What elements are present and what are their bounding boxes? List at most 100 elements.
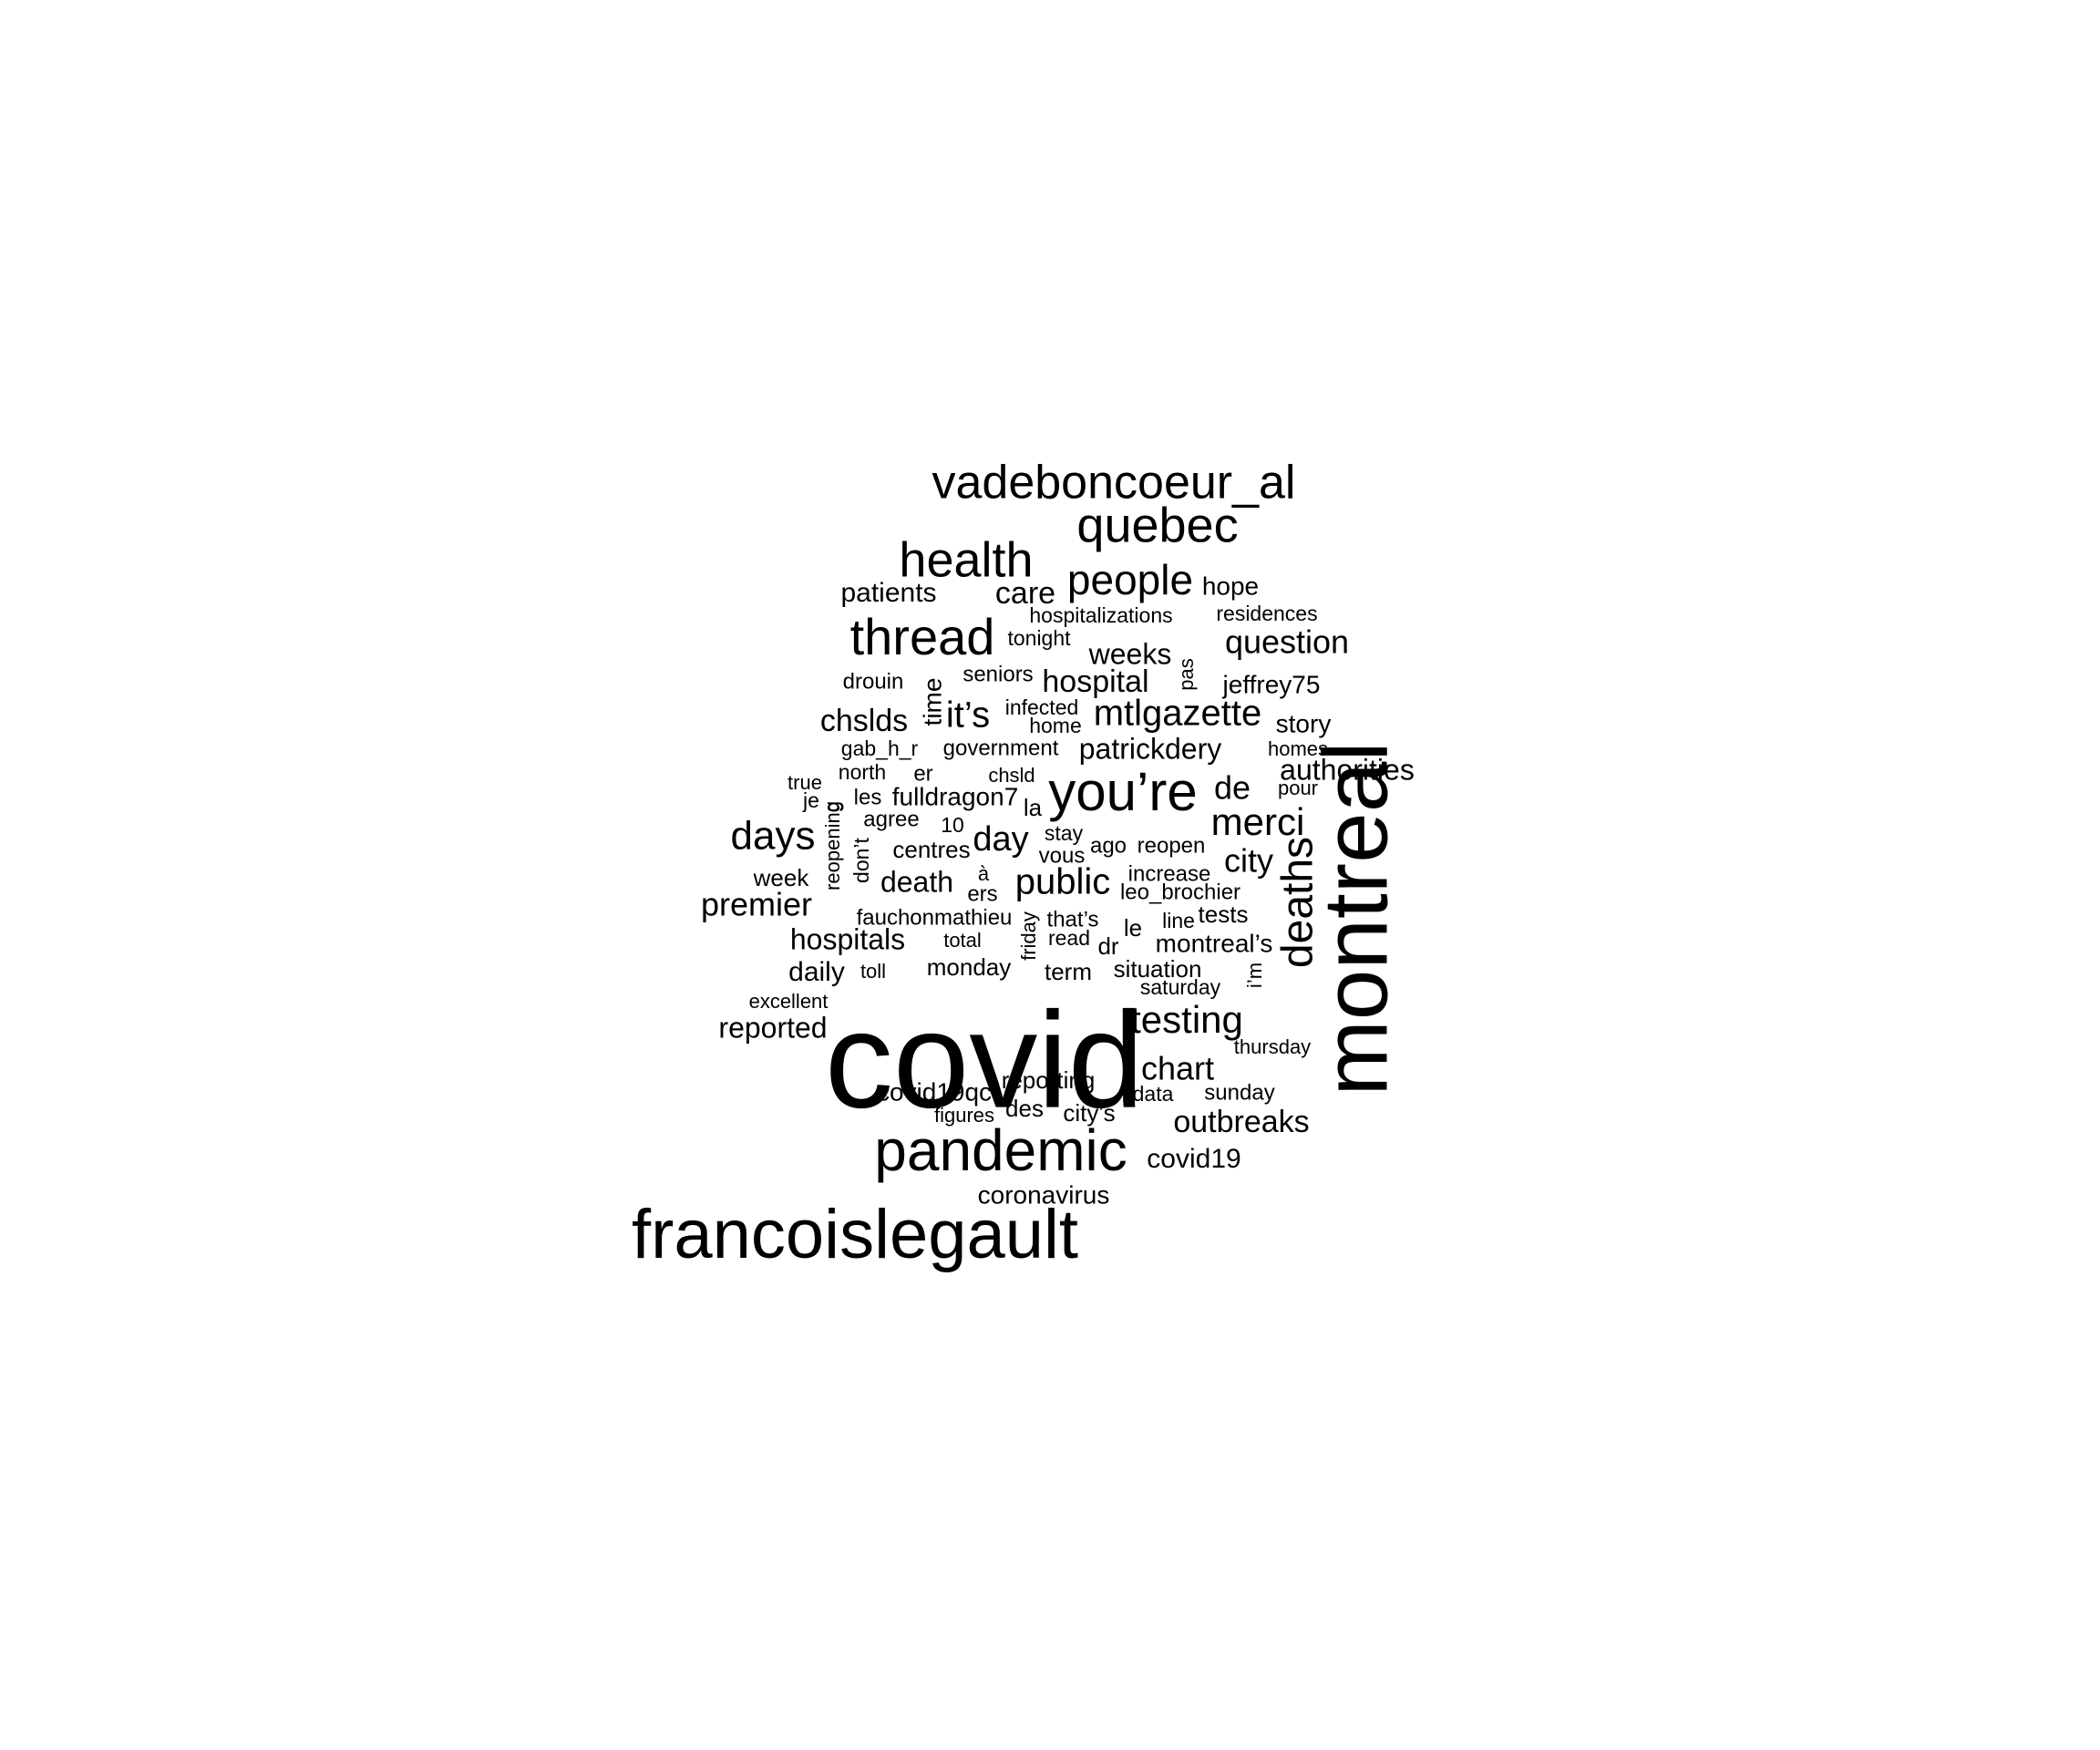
- cloud-word-52: des: [1005, 1095, 1044, 1122]
- cloud-word-97: friday: [1017, 911, 1040, 961]
- cloud-word-17: day: [973, 820, 1028, 859]
- cloud-word-1: montreal: [1304, 741, 1406, 1096]
- cloud-word-41: story: [1276, 709, 1332, 737]
- cloud-word-44: term: [1045, 958, 1092, 985]
- cloud-word-18: question: [1225, 623, 1349, 661]
- cloud-word-37: jeffrey75: [1222, 670, 1321, 698]
- cloud-word-79: residences: [1216, 602, 1317, 625]
- cloud-word-63: les: [854, 785, 882, 809]
- cloud-word-12: merci: [1211, 800, 1305, 843]
- cloud-word-59: leo_brochier: [1120, 880, 1240, 904]
- cloud-word-76: north: [839, 760, 886, 784]
- cloud-word-77: home: [1029, 714, 1082, 737]
- cloud-word-84: 10: [941, 813, 964, 837]
- cloud-word-88: true: [788, 771, 822, 794]
- cloud-word-47: le: [1124, 914, 1142, 942]
- cloud-word-43: time: [918, 678, 946, 726]
- cloud-word-46: dr: [1097, 932, 1118, 960]
- cloud-word-4: you’re: [1048, 761, 1197, 822]
- cloud-word-27: hospitals: [790, 922, 905, 955]
- cloud-word-78: hospitalizations: [1029, 603, 1172, 627]
- cloud-word-25: hospital: [1042, 664, 1148, 699]
- cloud-word-72: infected: [1005, 695, 1079, 719]
- cloud-word-50: city’s: [1063, 1099, 1115, 1127]
- cloud-word-16: it’s: [946, 695, 990, 736]
- cloud-word-55: centres: [892, 836, 970, 863]
- cloud-word-28: reported: [718, 1011, 827, 1044]
- cloud-word-31: death: [880, 865, 953, 898]
- cloud-word-8: vadeboncoeur_al: [932, 457, 1296, 510]
- cloud-word-39: coronavirus: [978, 1180, 1110, 1209]
- cloud-word-38: hope: [1202, 571, 1259, 600]
- cloud-word-2: francoislegault: [632, 1196, 1078, 1273]
- cloud-word-69: that’s: [1047, 907, 1099, 932]
- cloud-word-100: g: [820, 801, 843, 812]
- cloud-word-29: authorities: [1280, 753, 1415, 786]
- cloud-word-9: deaths: [1274, 837, 1323, 968]
- cloud-word-75: saturday: [1140, 975, 1221, 999]
- cloud-word-71: tonight: [1007, 626, 1071, 650]
- cloud-word-49: tests: [1199, 901, 1249, 928]
- cloud-word-53: monday: [927, 953, 1012, 981]
- cloud-word-24: care: [995, 576, 1055, 611]
- cloud-word-81: read: [1048, 926, 1090, 950]
- cloud-word-73: gab_h_r: [841, 736, 919, 760]
- cloud-word-94: homes: [1268, 737, 1328, 760]
- cloud-word-3: pandemic: [874, 1117, 1127, 1183]
- cloud-word-36: covid19qc: [877, 1077, 992, 1106]
- cloud-word-98: pas: [1175, 658, 1198, 690]
- cloud-word-45: situation: [1114, 955, 1202, 983]
- cloud-word-87: i’m: [1243, 962, 1266, 988]
- cloud-word-65: vous: [1039, 843, 1086, 868]
- cloud-word-66: ago: [1090, 833, 1127, 858]
- cloud-word-85: je: [802, 788, 819, 812]
- cloud-word-57: reopen: [1138, 833, 1206, 858]
- cloud-word-13: testing: [1130, 998, 1243, 1041]
- cloud-word-19: chart: [1141, 1050, 1214, 1087]
- cloud-word-56: government: [943, 736, 1059, 760]
- cloud-word-11: days: [731, 814, 816, 859]
- cloud-word-91: figures: [934, 1104, 994, 1127]
- cloud-word-7: quebec: [1076, 498, 1238, 552]
- cloud-word-93: à: [978, 862, 990, 885]
- cloud-word-54: la: [1024, 794, 1043, 821]
- cloud-word-26: chslds: [820, 704, 908, 738]
- cloud-word-15: public: [1015, 862, 1111, 902]
- cloud-word-23: outbreaks: [1173, 1105, 1309, 1139]
- cloud-word-30: patrickdery: [1079, 732, 1222, 765]
- cloud-word-74: stay: [1045, 821, 1084, 845]
- cloud-word-42: montreal’s: [1156, 929, 1273, 957]
- cloud-word-0: covid: [825, 983, 1144, 1137]
- cloud-word-62: drouin: [843, 669, 904, 694]
- cloud-word-20: premier: [701, 886, 812, 923]
- cloud-word-60: ers: [967, 881, 997, 906]
- cloud-word-83: data: [1133, 1082, 1174, 1106]
- cloud-word-32: weeks: [1088, 637, 1172, 670]
- cloud-word-70: seniors: [962, 662, 1033, 686]
- cloud-word-95: pour: [1278, 777, 1318, 799]
- cloud-word-92: excellent: [749, 990, 829, 1013]
- cloud-word-10: people: [1067, 556, 1193, 603]
- cloud-word-14: mtlgazette: [1094, 694, 1262, 734]
- cloud-word-51: week: [753, 864, 810, 891]
- cloud-word-21: de: [1214, 769, 1251, 807]
- cloud-word-35: daily: [788, 957, 845, 987]
- cloud-word-80: don’t: [849, 837, 873, 882]
- cloud-word-99: reopening: [821, 801, 844, 890]
- cloud-word-61: er: [913, 761, 932, 786]
- cloud-word-58: increase: [1128, 861, 1211, 886]
- cloud-word-34: patients: [840, 578, 936, 608]
- cloud-word-6: health: [899, 532, 1033, 587]
- cloud-word-86: total: [943, 929, 982, 952]
- cloud-word-48: reporting: [1002, 1066, 1096, 1094]
- cloud-word-5: thread: [850, 608, 995, 665]
- cloud-word-40: fulldragon7: [892, 782, 1019, 810]
- cloud-word-64: agree: [863, 807, 919, 831]
- cloud-word-89: thursday: [1234, 1035, 1311, 1058]
- cloud-word-68: fauchonmathieu: [857, 905, 1013, 930]
- cloud-word-82: line: [1162, 909, 1195, 932]
- cloud-word-67: sunday: [1204, 1080, 1274, 1105]
- cloud-word-90: chsld: [988, 764, 1035, 787]
- cloud-word-96: toll: [860, 960, 886, 983]
